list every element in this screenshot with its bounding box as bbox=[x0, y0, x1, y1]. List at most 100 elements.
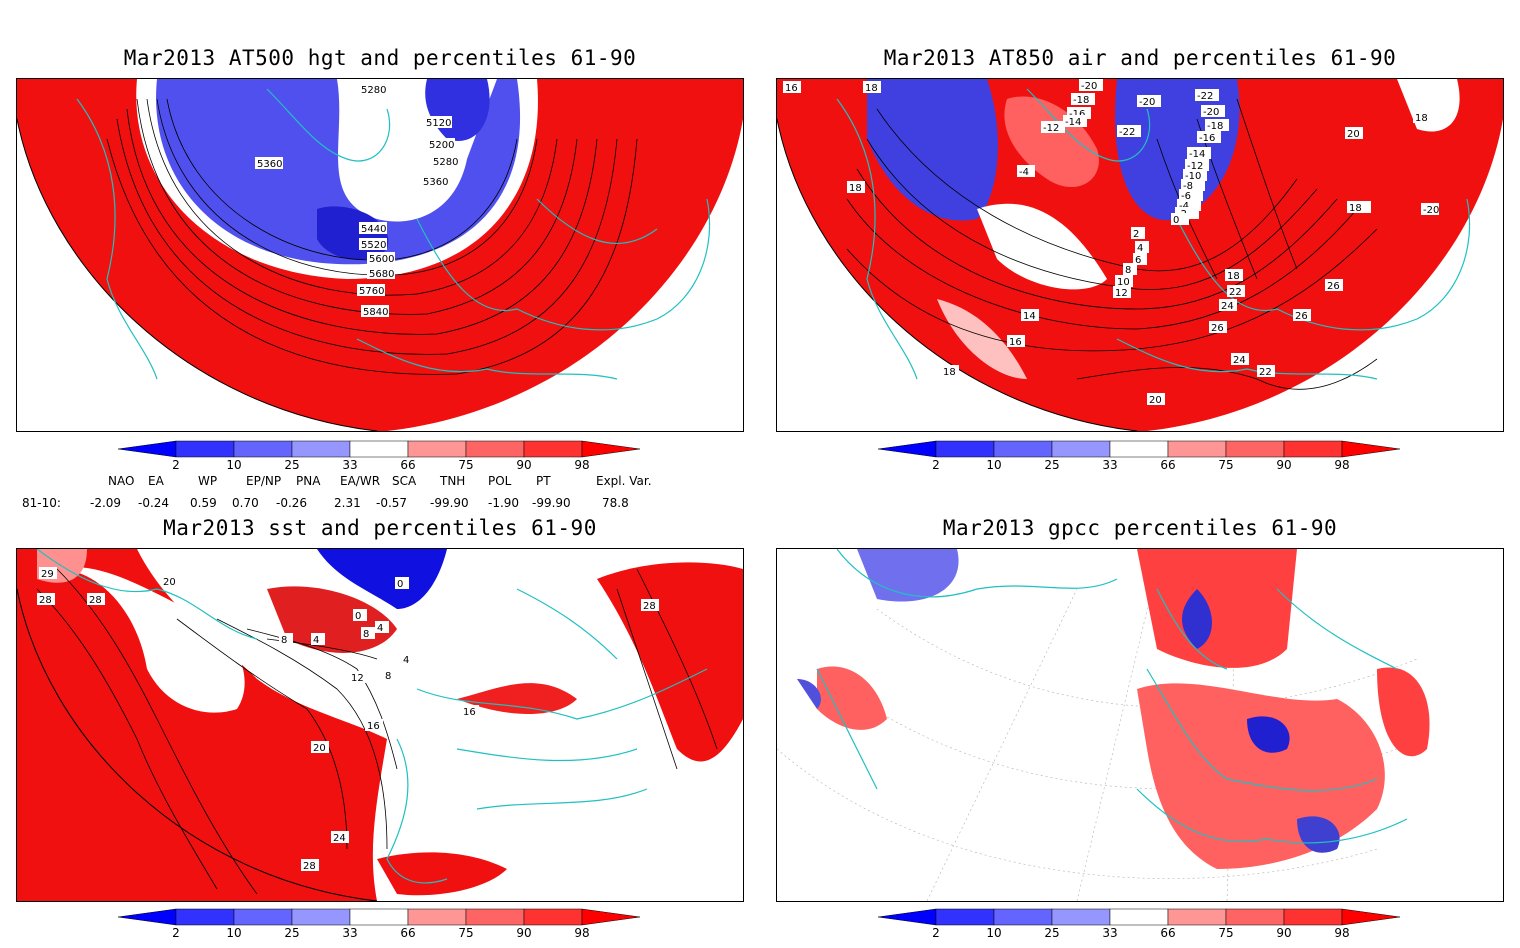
contour-label: 12 bbox=[351, 673, 364, 684]
contour-label: 4 bbox=[403, 655, 409, 666]
contour-label: 22 bbox=[1259, 367, 1272, 378]
contour-label: 16 bbox=[1009, 337, 1022, 348]
contour-label: 4 bbox=[313, 635, 319, 646]
colorbar-tick-label: 25 bbox=[284, 926, 300, 940]
colorbar-tick-label: 2 bbox=[932, 926, 940, 940]
colorbar-swatch bbox=[935, 908, 995, 926]
contour-label: 8 bbox=[1125, 265, 1131, 276]
index-header: TNH bbox=[440, 474, 466, 488]
colorbar-swatch bbox=[465, 440, 525, 458]
contour-label: 5200 bbox=[429, 140, 454, 151]
contour-label: 28 bbox=[643, 601, 656, 612]
index-value: 78.8 bbox=[602, 496, 629, 510]
contour-label: 29 bbox=[41, 569, 54, 580]
contour-label: -14 bbox=[1189, 149, 1205, 160]
colorbar-tick-label: 66 bbox=[400, 458, 416, 472]
contour-label: 6 bbox=[1135, 255, 1141, 266]
colorbar-tick-label: 75 bbox=[458, 926, 474, 940]
colorbar-swatch bbox=[1109, 440, 1169, 458]
index-value: -1.90 bbox=[488, 496, 520, 510]
index-value: -99.90 bbox=[430, 496, 469, 510]
colorbar-swatch bbox=[935, 440, 995, 458]
index-value: -99.90 bbox=[532, 496, 571, 510]
contour-label: 18 bbox=[1415, 113, 1428, 124]
contour-label: 26 bbox=[1295, 311, 1308, 322]
index-header: EA/WR bbox=[340, 474, 381, 488]
map-500hgt: 5280 5120 5200 5280 5360 5360 5440 5520 … bbox=[17, 79, 743, 431]
contour-label: 18 bbox=[1227, 271, 1240, 282]
colorbar-bottom-left: 2 10 25 33 66 75 90 98 bbox=[117, 908, 678, 948]
contour-label: -16 bbox=[1199, 133, 1215, 144]
colorbar-tick-label: 33 bbox=[1102, 458, 1118, 472]
contour-label: -20 bbox=[1203, 107, 1219, 118]
contour-labels: 5280 5120 5200 5280 5360 5360 5440 5520 … bbox=[255, 83, 459, 318]
index-value: 0.59 bbox=[190, 496, 217, 510]
index-header: POL bbox=[488, 474, 512, 488]
colorbar-tick-label: 25 bbox=[1044, 458, 1060, 472]
index-value: 0.70 bbox=[232, 496, 259, 510]
map-850air: 16 18 -20 -18 -16 -14 -12 -22 -20 -22 -2… bbox=[777, 79, 1503, 431]
contour-labels: 16 18 -20 -18 -16 -14 -12 -22 -20 -22 -2… bbox=[783, 79, 1439, 406]
colorbar-tick-label: 2 bbox=[172, 458, 180, 472]
index-value-row: 81-10: -2.09 -0.24 0.59 0.70 -0.26 2.31 -0.57 -… bbox=[20, 496, 700, 512]
map-panel-gpcc bbox=[776, 548, 1504, 902]
contour-label: 26 bbox=[1327, 281, 1340, 292]
colorbar-swatch bbox=[117, 908, 177, 926]
colorbar-tick-label: 75 bbox=[1218, 458, 1234, 472]
colorbar-swatch bbox=[1225, 440, 1285, 458]
index-header-row: NAO EA WP EP/NP PNA EA/WR SCA TNH POL PT Expl. Var… bbox=[20, 474, 700, 490]
colorbar-tick-label: 90 bbox=[516, 926, 532, 940]
contour-label: -20 bbox=[1423, 205, 1439, 216]
colorbar-swatches bbox=[877, 440, 1401, 458]
contour-label: 24 bbox=[1233, 355, 1246, 366]
index-header: PNA bbox=[296, 474, 321, 488]
map-blue-trough bbox=[156, 79, 521, 265]
contour-label: -22 bbox=[1197, 91, 1213, 102]
colorbar-swatch bbox=[877, 908, 937, 926]
colorbar-swatch bbox=[523, 440, 583, 458]
colorbar-tick-label: 90 bbox=[516, 458, 532, 472]
coastlines bbox=[836, 88, 1471, 380]
contour-label: 0 bbox=[1173, 215, 1179, 226]
colorbar-tick-label: 98 bbox=[574, 458, 590, 472]
contour-label: -20 bbox=[1139, 97, 1155, 108]
contour-label: -18 bbox=[1073, 95, 1089, 106]
contour-label: 0 bbox=[355, 611, 361, 622]
contour-label: 10 bbox=[1117, 277, 1130, 288]
contour-label: 12 bbox=[1115, 288, 1128, 299]
colorbar-tick-label: 33 bbox=[1102, 926, 1118, 940]
index-value: -2.09 bbox=[90, 496, 122, 510]
index-value: -0.57 bbox=[376, 496, 408, 510]
contour-label: -4 bbox=[1019, 167, 1029, 178]
contour-label: 28 bbox=[303, 861, 316, 872]
contour-label: 5120 bbox=[426, 118, 451, 129]
index-header: EA bbox=[148, 474, 164, 488]
colorbar-swatch bbox=[1109, 908, 1169, 926]
contour-label: 8 bbox=[385, 671, 391, 682]
contour-label: -20 bbox=[1081, 81, 1097, 92]
contour-labels: 29 28 28 20 0 4 0 8 4 12 8 16 4 8 16 20 … bbox=[37, 567, 659, 872]
colorbar-tick-label: 10 bbox=[986, 458, 1002, 472]
contour-label: 5760 bbox=[359, 286, 384, 297]
colorbar-swatch bbox=[877, 440, 937, 458]
contour-label: 5440 bbox=[361, 224, 386, 235]
contour-label: 4 bbox=[1137, 243, 1143, 254]
contour-label: 18 bbox=[865, 83, 878, 94]
map-gpcc bbox=[777, 549, 1430, 901]
contour-label: 2 bbox=[1133, 229, 1139, 240]
contour-label: 22 bbox=[1229, 287, 1242, 298]
contour-label: 28 bbox=[89, 595, 102, 606]
contour-label: 28 bbox=[39, 595, 52, 606]
colorbar-swatch bbox=[117, 440, 177, 458]
map-panel-sst: 29 28 28 20 0 4 0 8 4 12 8 16 4 8 16 20 … bbox=[16, 548, 744, 902]
panel3-title: Mar2013 sst and percentiles 61-90 bbox=[163, 516, 597, 540]
colorbar-tick-label: 2 bbox=[932, 458, 940, 472]
colorbar-swatch bbox=[465, 908, 525, 926]
contour-label: 24 bbox=[333, 833, 346, 844]
colorbar-swatch bbox=[1051, 440, 1111, 458]
index-value: 2.31 bbox=[334, 496, 361, 510]
index-header: EP/NP bbox=[246, 474, 282, 488]
colorbar-swatch bbox=[291, 908, 351, 926]
contour-label: -12 bbox=[1043, 123, 1059, 134]
colorbar-swatch bbox=[233, 440, 293, 458]
